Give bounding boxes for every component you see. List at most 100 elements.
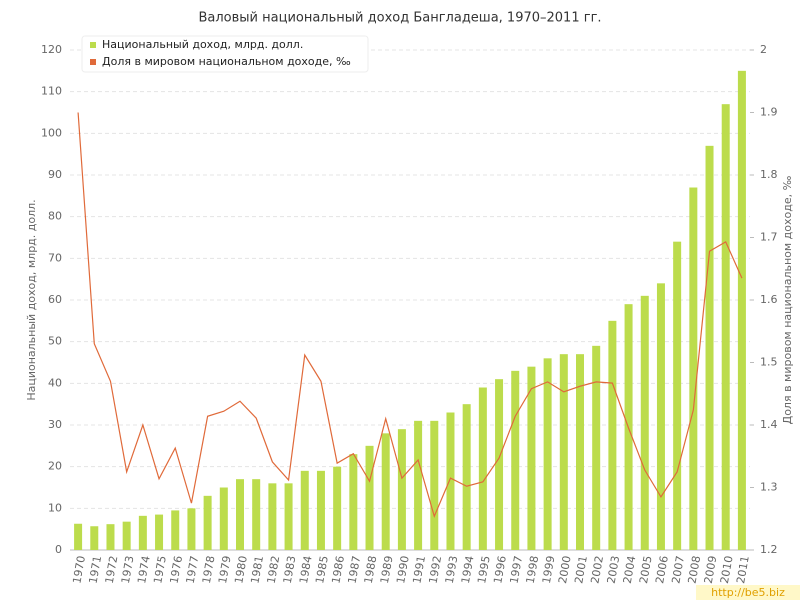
x-tick-label: 2011	[734, 555, 752, 585]
x-tick-label: 2008	[686, 555, 704, 585]
bar	[171, 510, 180, 550]
bar	[511, 370, 520, 550]
x-tick-label: 1984	[297, 555, 315, 585]
bar	[656, 283, 665, 550]
legend-label: Доля в мировом национальном доходе, ‰	[102, 55, 351, 68]
y-tick-label: 110	[41, 85, 62, 98]
x-tick-label: 1993	[443, 555, 461, 585]
x-tick-label: 1971	[87, 555, 105, 585]
bar	[592, 345, 601, 550]
bar	[74, 523, 83, 550]
bar	[155, 514, 164, 550]
x-tick-label: 2007	[669, 555, 687, 585]
x-tick-label: 2002	[588, 555, 606, 585]
y2-tick-label: 1.3	[760, 481, 778, 494]
x-tick-label: 1992	[427, 555, 445, 585]
x-tick-label: 1994	[459, 555, 477, 585]
x-tick-label: 1977	[184, 555, 202, 585]
bar	[673, 241, 682, 550]
bar	[705, 145, 714, 551]
bar	[122, 521, 131, 550]
x-tick-label: 1972	[103, 555, 121, 585]
x-tick-label: 2009	[702, 555, 720, 585]
y-axis-label: Национальный доход, млрд. долл.	[25, 199, 38, 400]
bar	[414, 420, 423, 550]
x-tick-label: 2003	[605, 555, 623, 585]
bar	[430, 420, 439, 550]
x-tick-label: 1985	[313, 555, 331, 585]
bar	[721, 104, 730, 551]
x-tick-label: 1989	[378, 555, 396, 585]
chart-title: Валовый национальный доход Бангладеша, 1…	[198, 11, 601, 26]
bar	[446, 412, 455, 550]
line	[77, 112, 743, 519]
y-tick-label: 70	[48, 251, 62, 264]
x-tick-label: 1970	[70, 555, 88, 585]
bar	[90, 526, 99, 550]
x-tick-label: 1999	[540, 555, 558, 585]
y2-tick-label: 1.6	[760, 293, 778, 306]
y-tick-label: 90	[48, 168, 62, 181]
watermark: http://be5.biz	[711, 586, 785, 599]
bar	[397, 429, 406, 550]
x-tick-label: 1998	[524, 555, 542, 585]
x-tick-label: 1986	[329, 555, 347, 585]
y-tick-label: 120	[41, 43, 62, 56]
y-tick-label: 40	[48, 376, 62, 389]
y-tick-label: 60	[48, 293, 62, 306]
x-tick-label: 2010	[718, 555, 736, 585]
bar	[187, 508, 196, 550]
bar	[381, 433, 390, 550]
bar	[203, 495, 212, 550]
bar	[138, 515, 147, 550]
x-tick-label: 2004	[621, 555, 639, 585]
bar	[106, 524, 115, 550]
y2-tick-label: 1.2	[760, 543, 778, 556]
bar	[543, 358, 552, 550]
bar	[689, 187, 698, 550]
bar	[284, 483, 293, 550]
y2-axis-label: Доля в мировом национальном доходе, ‰	[781, 175, 794, 424]
bar	[268, 483, 277, 550]
y-tick-label: 10	[48, 501, 62, 514]
x-tick-label: 2000	[556, 555, 574, 585]
watermark-box	[696, 585, 800, 600]
y-tick-label: 0	[55, 543, 62, 556]
x-tick-label: 1996	[491, 555, 509, 585]
y-tick-label: 20	[48, 460, 62, 473]
x-tick-label: 1983	[281, 555, 299, 585]
x-tick-label: 1997	[507, 555, 525, 585]
legend-swatch	[90, 59, 96, 65]
bar	[576, 354, 584, 550]
x-tick-label: 1981	[248, 555, 266, 585]
x-tick-label: 2005	[637, 555, 655, 585]
y2-tick-label: 1.9	[760, 106, 778, 119]
y2-tick-label: 2	[760, 43, 767, 56]
x-tick-label: 2001	[572, 555, 590, 585]
bar	[559, 354, 568, 550]
x-tick-label: 1980	[232, 555, 250, 585]
legend-box	[81, 35, 369, 73]
y-tick-label: 50	[48, 335, 62, 348]
bar	[478, 387, 487, 550]
bar	[737, 70, 746, 550]
y-tick-label: 80	[48, 210, 62, 223]
legend-swatch	[90, 42, 96, 48]
bar	[333, 466, 342, 550]
y-tick-label: 100	[41, 126, 62, 139]
y2-tick-label: 1.4	[760, 418, 778, 431]
x-tick-label: 1975	[151, 555, 169, 585]
bar	[316, 470, 325, 550]
x-tick-label: 1995	[475, 555, 493, 585]
x-tick-label: 1990	[394, 555, 412, 585]
y2-tick-label: 1.5	[760, 356, 778, 369]
x-tick-label: 1973	[119, 555, 137, 585]
x-tick-label: 1982	[265, 555, 283, 585]
x-tick-label: 1974	[135, 555, 153, 585]
bar	[236, 479, 244, 550]
bar	[300, 470, 309, 550]
x-tick-label: 1978	[200, 555, 218, 585]
bar	[349, 454, 358, 550]
bar	[365, 445, 374, 550]
x-tick-label: 1988	[362, 555, 380, 585]
